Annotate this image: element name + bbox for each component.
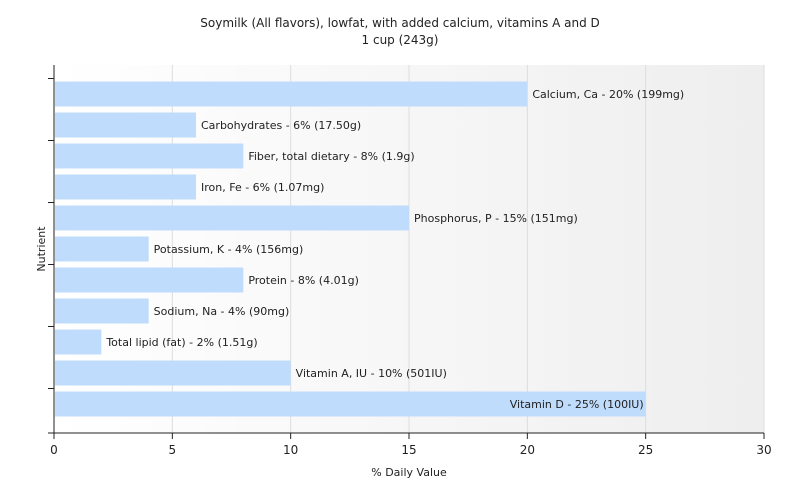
x-tick-label: 0 [50, 443, 58, 457]
bar [55, 298, 149, 324]
axes: 0 5 10 15 20 25 30 [48, 65, 772, 457]
x-axis-title: % Daily Value [371, 466, 447, 479]
x-tick-label: 10 [283, 443, 298, 457]
bar-label: Carbohydrates - 6% (17.50g) [201, 119, 361, 132]
bars: Calcium, Ca - 20% (199mg) Carbohydrates -… [55, 81, 684, 417]
bar-label: Protein - 8% (4.01g) [248, 274, 359, 287]
bar-label: Total lipid (fat) - 2% (1.51g) [105, 336, 257, 349]
bar-label: Phosphorus, P - 15% (151mg) [414, 212, 578, 225]
x-tick-label: 15 [401, 443, 416, 457]
x-tick-label: 25 [638, 443, 653, 457]
bar [55, 329, 102, 355]
bar-label: Vitamin D - 25% (100IU) [510, 398, 644, 411]
chart-title: Soymilk (All flavors), lowfat, with adde… [200, 16, 599, 30]
bar-label: Calcium, Ca - 20% (199mg) [532, 88, 684, 101]
y-axis-title: Nutrient [35, 226, 48, 272]
bar [55, 112, 196, 138]
x-tick-label: 20 [520, 443, 535, 457]
bar-label: Sodium, Na - 4% (90mg) [154, 305, 290, 318]
bar-label: Potassium, K - 4% (156mg) [154, 243, 304, 256]
bar-label: Vitamin A, IU - 10% (501IU) [296, 367, 447, 380]
bar [55, 391, 646, 417]
bar-label: Iron, Fe - 6% (1.07mg) [201, 181, 324, 194]
x-tick-label: 30 [756, 443, 771, 457]
bar [55, 143, 244, 169]
x-tick-label: 5 [169, 443, 177, 457]
bar [55, 267, 244, 293]
bar [55, 174, 196, 200]
bar-label: Fiber, total dietary - 8% (1.9g) [248, 150, 414, 163]
bar [55, 236, 149, 262]
bar [55, 360, 291, 386]
bar [55, 205, 409, 231]
chart-subtitle: 1 cup (243g) [362, 33, 439, 47]
bar [55, 81, 528, 107]
